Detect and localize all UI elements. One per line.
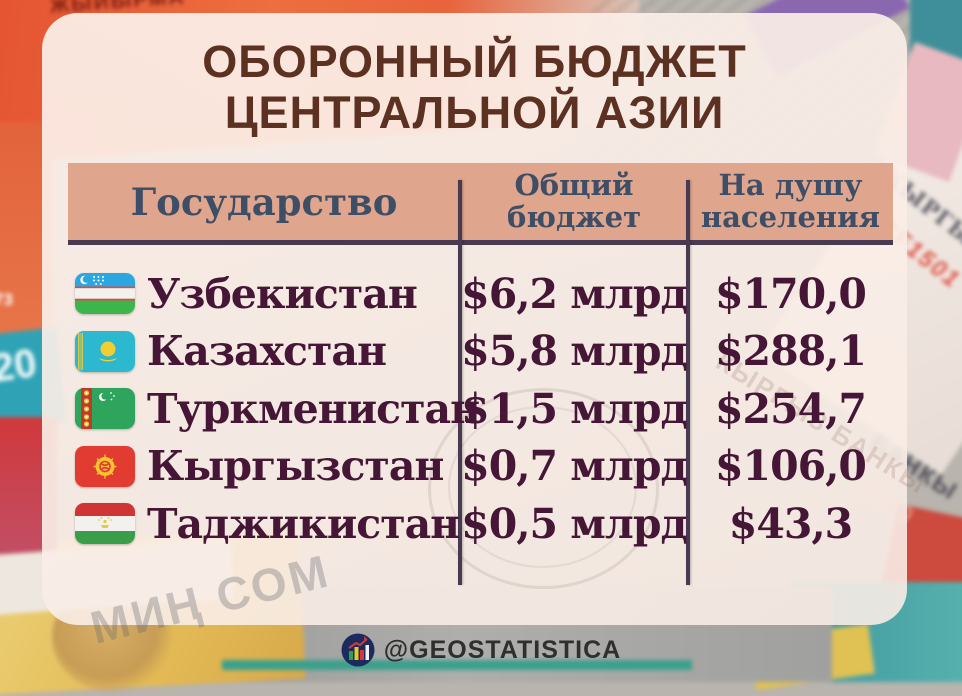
column-header-per-capita: На душу населения (700, 168, 881, 234)
country-name: Узбекистан (147, 269, 418, 318)
country-cell: Туркменистан (68, 385, 480, 433)
table-header: Государство Общий бюджет На душу населен… (68, 163, 893, 245)
tajikistan-flag-icon (75, 503, 135, 545)
per-capita-value: $106,0 (715, 442, 867, 491)
watermark-20: 20 (0, 341, 40, 391)
country-cell: Кыргызстан (68, 442, 460, 490)
title-line-2: ЦЕНТРАЛЬНОЙ АЗИИ (224, 87, 725, 139)
country-cell: Таджикистан (68, 500, 460, 548)
budget-value: $0,7 млрд (461, 442, 688, 491)
kyrgyzstan-flag-icon (75, 445, 135, 487)
country-cell: Казахстан (68, 327, 460, 375)
column-header-country: Государство (130, 179, 398, 224)
column-header-budget: Общий бюджет (506, 168, 642, 234)
turkmenistan-flag-icon (75, 388, 135, 430)
table-body: Узбекистан $6,2 млрд $170,0 Казахстан $5… (68, 265, 893, 553)
bar-chart-trend-logo-icon (341, 633, 375, 667)
footer: @GEOSTATISTICA (0, 633, 962, 667)
country-name: Казахстан (147, 327, 387, 376)
per-capita-value: $170,0 (715, 269, 867, 318)
budget-value: $1,5 млрд (461, 384, 688, 433)
geostatistica-handle: @GEOSTATISTICA (383, 635, 622, 664)
column-divider-1 (458, 180, 462, 585)
table-row: Кыргызстан $0,7 млрд $106,0 (68, 438, 893, 496)
budget-value: $0,5 млрд (461, 499, 688, 548)
per-capita-value: $43,3 (728, 499, 853, 548)
page-title: ОБОРОННЫЙ БЮДЖЕТ ЦЕНТРАЛЬНОЙ АЗИИ (62, 36, 887, 139)
column-divider-2 (686, 180, 690, 585)
uzbekistan-flag-icon (75, 273, 135, 315)
per-capita-value: $288,1 (715, 327, 867, 376)
kazakhstan-flag-icon (75, 330, 135, 372)
country-name: Кыргызстан (147, 442, 444, 491)
table-row: Казахстан $5,8 млрд $288,1 (68, 323, 893, 381)
watermark-73: 73 (0, 290, 13, 309)
country-name: Таджикистан (147, 499, 460, 548)
country-cell: Узбекистан (68, 270, 460, 318)
table-row: Туркменистан $1,5 млрд $254,7 (68, 380, 893, 438)
table-row: Таджикистан $0,5 млрд $43,3 (68, 495, 893, 553)
table-row: Узбекистан $6,2 млрд $170,0 (68, 265, 893, 323)
per-capita-value: $254,7 (715, 384, 867, 433)
country-name: Туркменистан (147, 384, 480, 433)
budget-value: $5,8 млрд (461, 327, 688, 376)
title-line-1: ОБОРОННЫЙ БЮДЖЕТ (202, 36, 747, 87)
banknote-teal-strip (222, 660, 692, 670)
infographic-panel (42, 13, 907, 625)
budget-value: $6,2 млрд (461, 269, 688, 318)
